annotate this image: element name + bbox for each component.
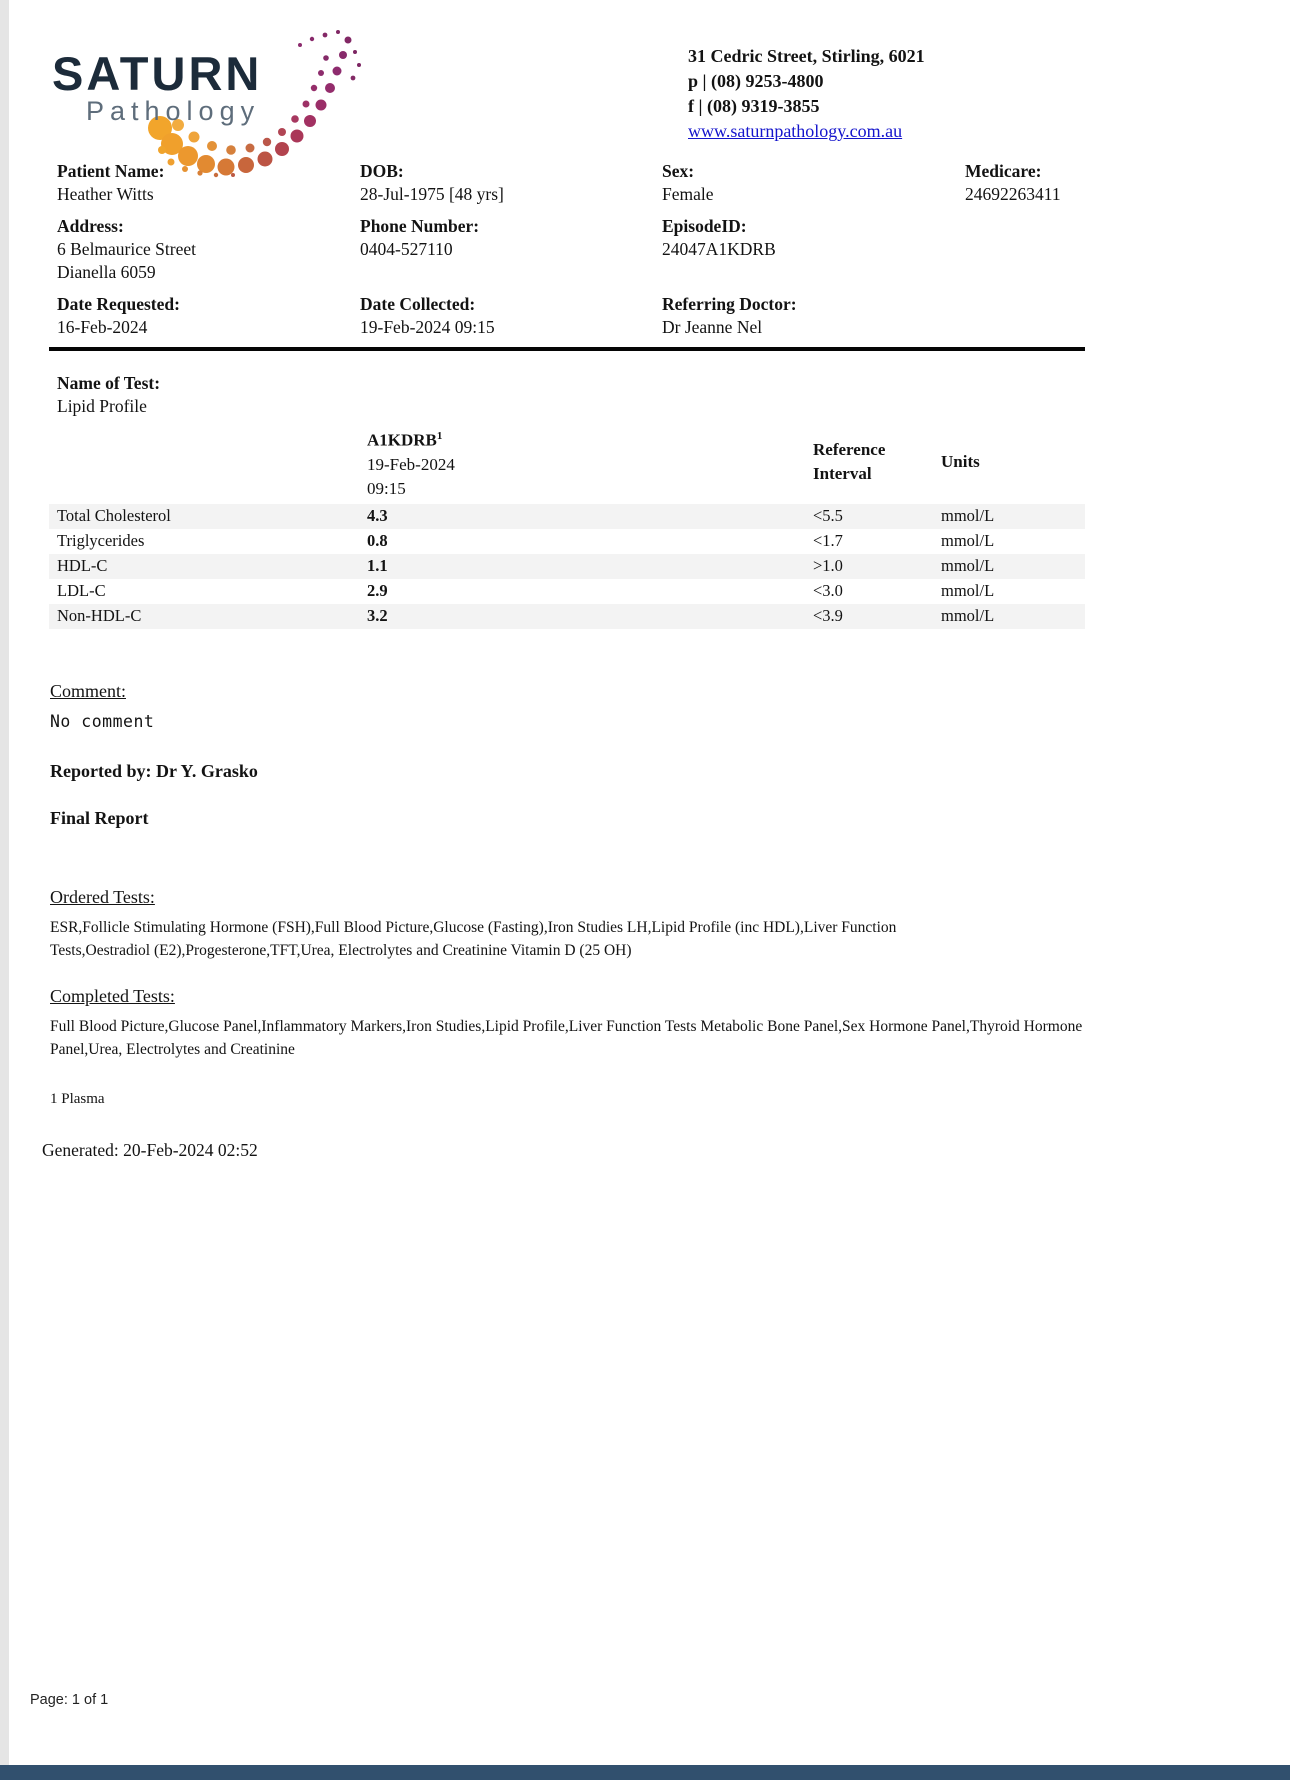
table-row: Triglycerides 0.8 <1.7 mmol/L [49,529,1085,554]
date-collected-label: Date Collected: [360,294,476,314]
logo-dots-swoosh-icon [148,30,361,178]
test-row-units: mmol/L [941,556,995,576]
report-header: SATURN Pathology [0,0,1290,178]
completed-tests-label: Completed Tests: [50,985,175,1006]
test-row-result: 0.8 [367,531,388,551]
referring-doctor-label: Referring Doctor: [662,294,797,314]
test-name-section: Name of Test: Lipid Profile [57,372,1290,418]
test-row-reference: <5.5 [813,506,843,526]
medicare-value: 24692263411 [965,184,1061,204]
dob-cell: DOB: 28-Jul-1975 [48 yrs] [360,160,662,206]
empty-cell [965,293,1237,339]
sex-value: Female [662,184,714,204]
dob-label: DOB: [360,161,404,181]
date-requested-label: Date Requested: [57,294,180,314]
phone-label: Phone Number: [360,216,480,236]
episode-date-header: 19-Feb-2024 [367,454,455,474]
patient-name-cell: Patient Name: Heather Witts [57,160,360,206]
referring-doctor-cell: Referring Doctor: Dr Jeanne Nel [662,293,965,339]
completed-tests-text: Full Blood Picture,Glucose Panel,Inflamm… [50,1017,1083,1058]
test-row-result: 3.2 [367,606,388,626]
test-row-reference: <1.7 [813,531,843,551]
generated-timestamp: Generated: 20-Feb-2024 02:52 [42,1139,258,1160]
test-row-units: mmol/L [941,581,995,601]
units-header: Units [941,452,980,472]
test-row-result: 1.1 [367,556,388,576]
sex-cell: Sex: Female [662,160,965,206]
episode-id-header: A1KDRB1 [367,430,443,450]
date-requested-cell: Date Requested: 16-Feb-2024 [57,293,360,339]
clinic-fax: f | (08) 9319-3855 [688,96,820,116]
episode-time-header: 09:15 [367,478,406,498]
address-line1: 6 Belmaurice Street [57,239,196,259]
table-row: Non-HDL-C 3.2 <3.9 mmol/L [49,603,1085,629]
ordered-tests-text: ESR,Follicle Stimulating Hormone (FSH),F… [50,918,897,959]
address-cell: Address: 6 Belmaurice Street Dianella 60… [57,215,360,284]
medicare-label: Medicare: [965,161,1042,181]
completed-tests-section: Completed Tests: Full Blood Picture,Gluc… [50,986,1290,1061]
sex-label: Sex: [662,161,695,181]
address-label: Address: [57,216,124,236]
ordered-tests-label: Ordered Tests: [50,886,155,907]
logo-brand-text: SATURN [52,47,263,100]
table-row: HDL-C 1.1 >1.0 mmol/L [49,553,1085,579]
logo-subtitle-text: Pathology [86,96,261,126]
footer-bar [0,1765,1290,1780]
episode-value: 24047A1KDRB [662,239,776,259]
reported-by-line: Reported by: Dr Y. Grasko [50,760,258,781]
test-name-label: Name of Test: [57,373,161,393]
episode-label: EpisodeID: [662,216,747,236]
ordered-tests-section: Ordered Tests: ESR,Follicle Stimulating … [50,887,1290,962]
results-table-header: A1KDRB1 19-Feb-2024 09:15 Reference Inte… [49,424,1085,501]
test-row-name: HDL-C [57,556,108,576]
clinic-address: 31 Cedric Street, Stirling, 6021 [688,46,925,66]
table-row: Total Cholesterol 4.3 <5.5 mmol/L [49,503,1085,529]
clinic-phone: p | (08) 9253-4800 [688,71,824,91]
episode-column-header: A1KDRB1 19-Feb-2024 09:15 [367,424,813,501]
saturn-logo: SATURN Pathology [50,30,380,178]
section-divider [49,347,1085,351]
test-row-result: 4.3 [367,506,388,526]
test-row-name: Non-HDL-C [57,606,142,626]
comment-section: Comment: No comment [50,681,1290,731]
date-requested-value: 16-Feb-2024 [57,317,148,337]
empty-cell [965,215,1237,284]
final-report-line: Final Report [50,807,149,828]
test-row-units: mmol/L [941,606,995,626]
test-row-result: 2.9 [367,581,388,601]
test-row-units: mmol/L [941,531,995,551]
medicare-cell: Medicare: 24692263411 [965,160,1237,206]
page-left-edge [0,0,9,1780]
table-row: LDL-C 2.9 <3.0 mmol/L [49,579,1085,604]
test-row-reference: <3.9 [813,606,843,626]
patient-details-grid: Patient Name: Heather Witts DOB: 28-Jul-… [57,160,1237,339]
page-number: Page: 1 of 1 [30,1692,109,1708]
phone-cell: Phone Number: 0404-527110 [360,215,662,284]
comment-label: Comment: [50,680,126,701]
test-row-name: Total Cholesterol [57,506,171,526]
website-link[interactable]: www.saturnpathology.com.au [688,121,903,141]
address-line2: Dianella 6059 [57,262,156,282]
results-table: A1KDRB1 19-Feb-2024 09:15 Reference Inte… [49,424,1085,629]
episode-cell: EpisodeID: 24047A1KDRB [662,215,965,284]
test-name-value: Lipid Profile [57,396,147,416]
comment-text: No comment [50,711,155,731]
test-row-name: LDL-C [57,581,106,601]
patient-name-value: Heather Witts [57,184,154,204]
referring-doctor-value: Dr Jeanne Nel [662,317,763,337]
specimen-footnote: 1 Plasma [50,1090,105,1107]
test-row-name: Triglycerides [57,531,145,551]
test-row-reference: <3.0 [813,581,843,601]
phone-value: 0404-527110 [360,239,453,259]
date-collected-cell: Date Collected: 19-Feb-2024 09:15 [360,293,662,339]
reference-interval-header: Reference Interval [813,440,886,484]
test-row-reference: >1.0 [813,556,843,576]
date-collected-value: 19-Feb-2024 09:15 [360,317,495,337]
clinic-contact-block: 31 Cedric Street, Stirling, 6021 p | (08… [688,44,925,144]
patient-name-label: Patient Name: [57,161,165,181]
test-row-units: mmol/L [941,506,995,526]
dob-value: 28-Jul-1975 [48 yrs] [360,184,504,204]
